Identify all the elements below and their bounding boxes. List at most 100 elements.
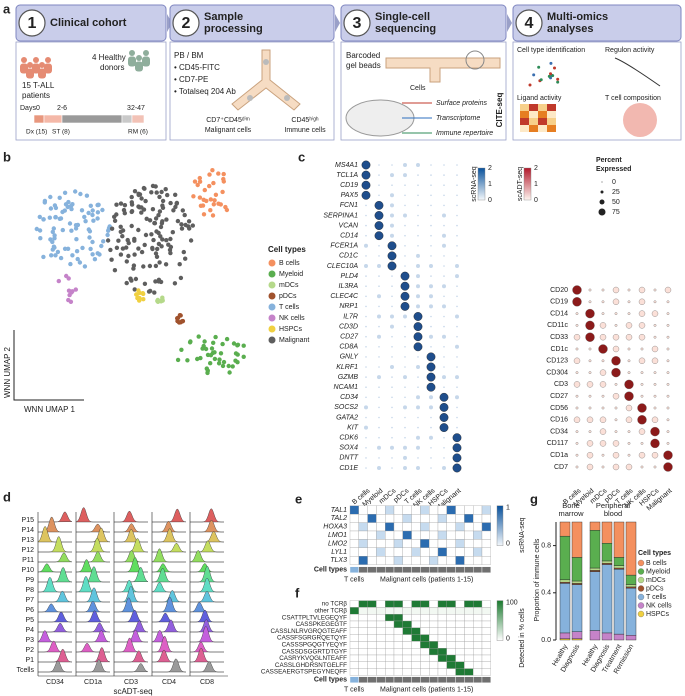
dot (666, 406, 670, 410)
size-key (601, 181, 603, 183)
ridge (75, 647, 111, 663)
label: patients (22, 91, 50, 100)
dot (611, 356, 621, 366)
umap-point (118, 252, 124, 257)
ridge (113, 663, 149, 673)
ridge (114, 529, 148, 543)
umap-point (53, 214, 58, 220)
umap-point (153, 279, 158, 284)
umap-point (220, 363, 226, 369)
umap-point (155, 246, 160, 252)
heat-cell (402, 514, 412, 523)
person-head (27, 62, 33, 68)
legend-swatch (268, 303, 276, 311)
label: CASSSPGQGTYEQYF (282, 641, 348, 648)
umap-dot (556, 77, 560, 81)
dot (601, 288, 605, 292)
umap-point (175, 218, 181, 224)
umap-point (221, 171, 226, 177)
heat-cell (464, 641, 474, 649)
dot (378, 194, 380, 197)
person-body (44, 63, 52, 74)
timeline-segment (33, 114, 45, 124)
dot (403, 405, 407, 410)
legend-label: HSPCs (646, 611, 669, 618)
dot (640, 442, 644, 445)
umap-point (224, 207, 230, 213)
protein-label: CD7 (554, 464, 568, 471)
dot (404, 184, 406, 186)
heat-cell (420, 505, 430, 515)
dot (390, 203, 394, 208)
heat-cell (420, 654, 430, 662)
umap-point (198, 355, 203, 361)
umap-point (149, 190, 154, 195)
dot (429, 304, 433, 309)
label: blood (604, 509, 622, 518)
heat-cell (429, 654, 439, 662)
dot (663, 450, 673, 460)
ridge (38, 622, 72, 633)
dot (601, 465, 605, 469)
dot (404, 416, 406, 419)
label: P1 (25, 657, 34, 664)
heat-cell (385, 614, 395, 622)
umap-point (84, 193, 90, 198)
ligand-cell (538, 125, 547, 132)
heat-cell (402, 539, 412, 548)
dot (365, 295, 367, 298)
heat-cell (429, 661, 439, 669)
heat-cell (402, 556, 412, 565)
dot (378, 396, 380, 399)
gene-label: CD27 (340, 334, 359, 341)
umap-point (91, 218, 96, 223)
umap-point (95, 202, 100, 208)
person-body (38, 68, 46, 79)
umap-point (63, 202, 69, 207)
dot (627, 442, 631, 445)
heat-cell (429, 556, 439, 565)
dot (638, 310, 646, 317)
ligand-cell (529, 125, 538, 132)
panel-label: g (530, 491, 538, 506)
dot (404, 325, 406, 328)
heat-cell (481, 661, 491, 669)
heat-cell (455, 547, 465, 557)
umap-dot (528, 83, 532, 87)
bar-segment (559, 535, 571, 581)
label: 4 Healthy (92, 53, 126, 62)
umap-point (112, 214, 117, 219)
celltype-cell (411, 676, 421, 683)
label: CITE-seq (495, 93, 504, 128)
heat-cell (385, 607, 395, 615)
dot (365, 386, 367, 389)
dot (638, 322, 646, 329)
step-arrow (335, 14, 340, 32)
heat-cell (358, 600, 368, 608)
dot (400, 281, 410, 291)
umap-point (136, 288, 141, 293)
dot (404, 245, 406, 247)
heat-cell (446, 522, 456, 532)
ridge (190, 626, 224, 643)
dot (403, 314, 407, 319)
heat-cell (429, 530, 439, 540)
dot (575, 442, 579, 445)
step-header (15, 4, 167, 42)
bar-segment (571, 631, 583, 640)
dot (601, 300, 605, 304)
ridge (190, 531, 224, 543)
gene-label: SERPINA1 (323, 212, 358, 219)
celltype-cell (420, 676, 430, 683)
step-title: analyses (547, 23, 593, 35)
label: Malignant cells (205, 127, 252, 134)
dot (455, 264, 459, 268)
heat-cell (349, 648, 359, 656)
dot (666, 383, 670, 386)
umap-point (149, 232, 154, 237)
legend-swatch (268, 270, 276, 278)
gene-label: CD8A (339, 344, 358, 351)
heat-cell (437, 627, 447, 635)
dot (378, 174, 380, 176)
umap-point (213, 192, 219, 197)
